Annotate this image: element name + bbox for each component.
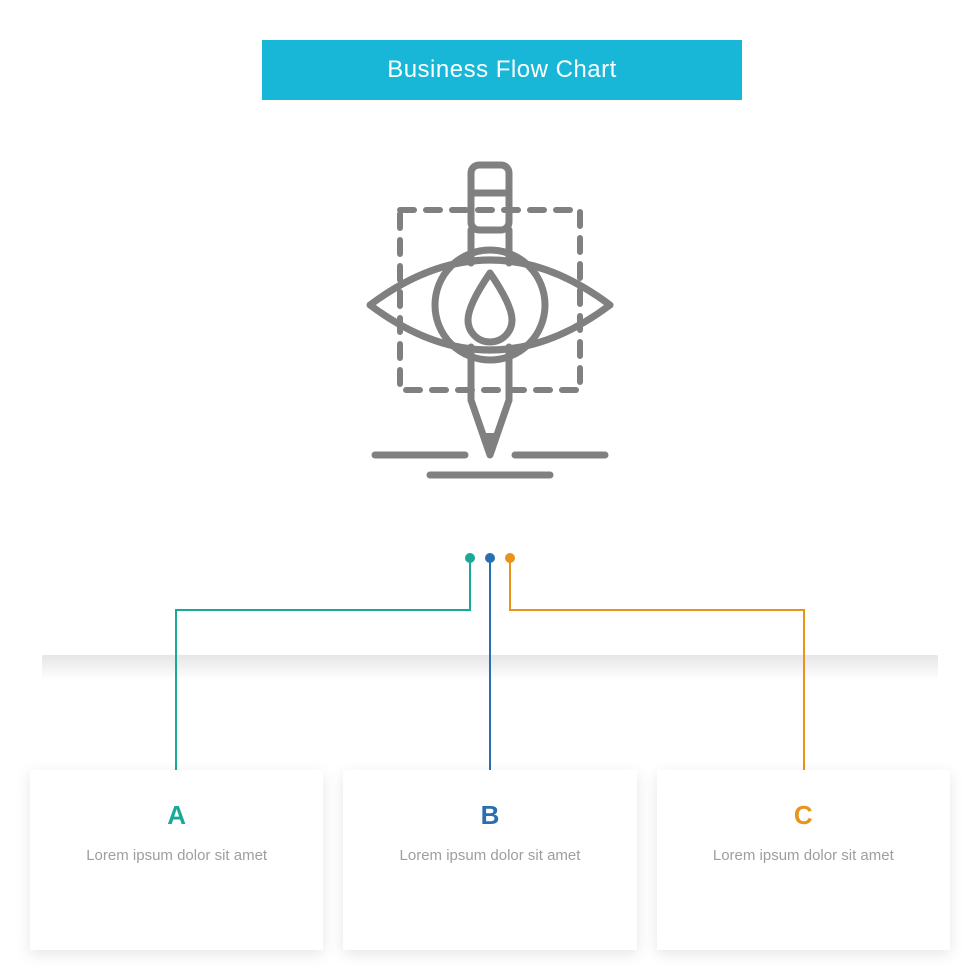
connector-dot-a (465, 553, 475, 563)
card-c: C Lorem ipsum dolor sit amet (657, 770, 950, 950)
card-body: Lorem ipsum dolor sit amet (50, 845, 303, 867)
header-band: Business Flow Chart (262, 40, 742, 100)
platform (42, 635, 938, 655)
card-a: A Lorem ipsum dolor sit amet (30, 770, 323, 950)
card-letter: B (363, 800, 616, 831)
connector-dot-c (505, 553, 515, 563)
card-letter: C (677, 800, 930, 831)
cards-row: A Lorem ipsum dolor sit amet B Lorem ips… (30, 770, 950, 950)
card-body: Lorem ipsum dolor sit amet (677, 845, 930, 867)
eye-pencil-design-icon (340, 155, 640, 495)
card-letter: A (50, 800, 303, 831)
card-b: B Lorem ipsum dolor sit amet (343, 770, 636, 950)
connector-dot-b (485, 553, 495, 563)
platform-shadow (42, 655, 938, 681)
card-body: Lorem ipsum dolor sit amet (363, 845, 616, 867)
header-title: Business Flow Chart (387, 56, 617, 84)
